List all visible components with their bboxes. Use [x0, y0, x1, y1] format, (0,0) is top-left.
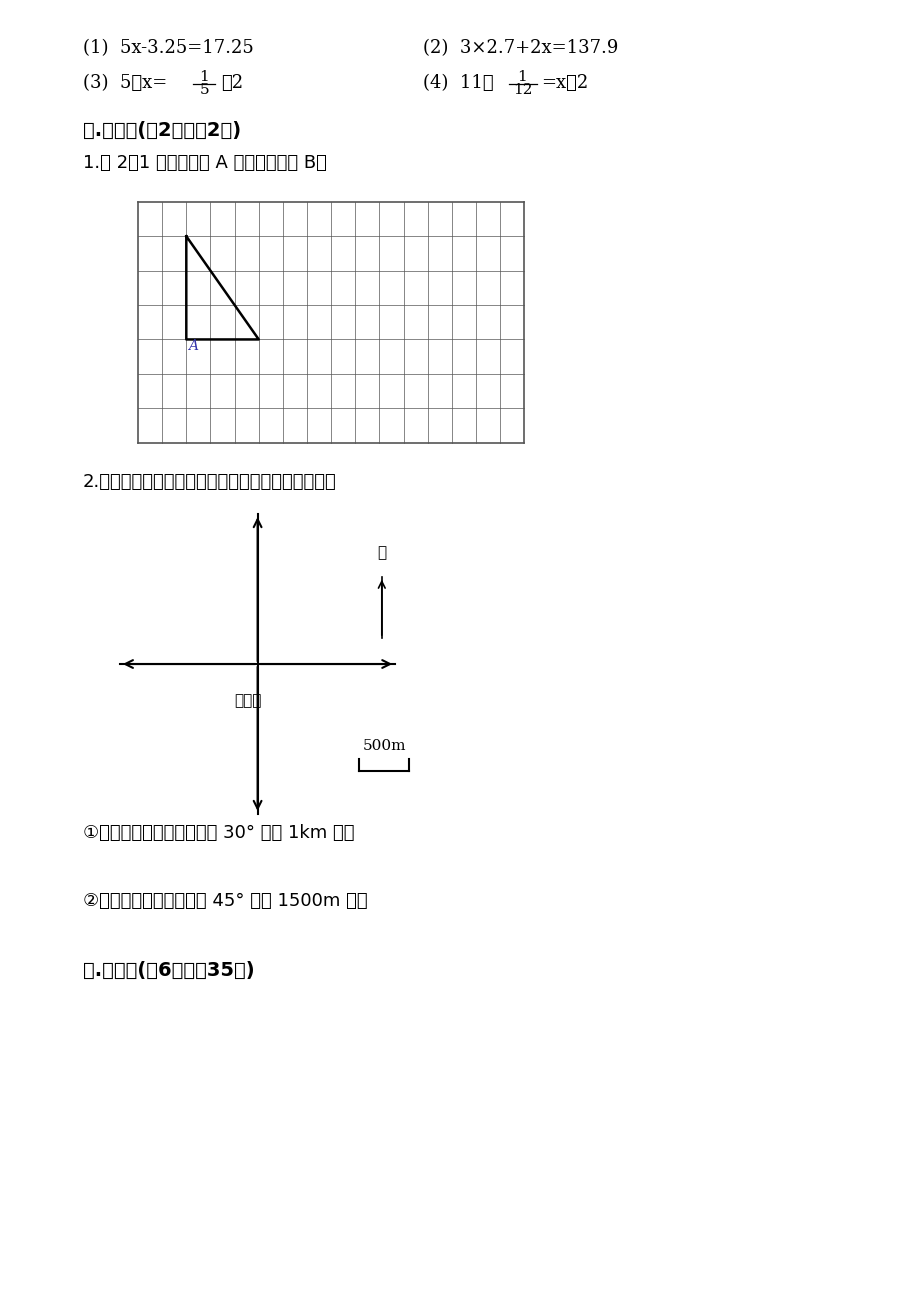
Text: 12: 12	[512, 83, 532, 98]
Text: 2.根据下面的描述，在平面图上标出各场所的位置。: 2.根据下面的描述，在平面图上标出各场所的位置。	[83, 473, 336, 491]
Text: 5: 5	[199, 83, 209, 98]
Text: (2)  3×2.7+2x=137.9: (2) 3×2.7+2x=137.9	[423, 39, 618, 57]
Text: ：2: ：2	[221, 74, 243, 92]
Text: =x：2: =x：2	[540, 74, 587, 92]
Text: 500m: 500m	[362, 738, 405, 753]
Text: 六.解答题(共6题，共35分): 六.解答题(共6题，共35分)	[83, 961, 255, 979]
Text: A: A	[188, 340, 199, 353]
Text: 电视塔: 电视塔	[234, 693, 262, 708]
Text: ②商场在电视塔的南偏西 45° 方向 1500m 处。: ②商场在电视塔的南偏西 45° 方向 1500m 处。	[83, 892, 367, 910]
Text: (1)  5x-3.25=17.25: (1) 5x-3.25=17.25	[83, 39, 254, 57]
Text: 1: 1	[516, 70, 526, 85]
Text: 1.按 2：1 画出三角形 A 放大后的图形 B。: 1.按 2：1 画出三角形 A 放大后的图形 B。	[83, 154, 326, 172]
Text: 1: 1	[199, 70, 209, 85]
Text: ①乐乐家在电视塔的北偏东 30° 方向 1km 处。: ①乐乐家在电视塔的北偏东 30° 方向 1km 处。	[83, 824, 354, 842]
Text: 北: 北	[377, 544, 386, 560]
Text: 五.作图题(共2题，共2分): 五.作图题(共2题，共2分)	[83, 121, 241, 139]
Text: (4)  11：: (4) 11：	[423, 74, 494, 92]
Text: (3)  5：x=: (3) 5：x=	[83, 74, 167, 92]
